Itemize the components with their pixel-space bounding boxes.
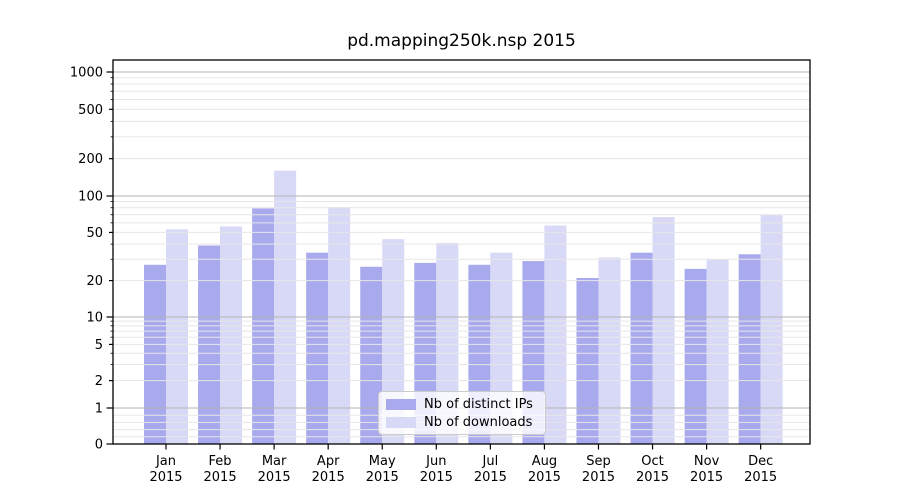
y-tick-label: 500 bbox=[78, 103, 103, 118]
bar-distinct-ips-nov bbox=[684, 268, 707, 444]
x-tick-label-year: 2015 bbox=[474, 470, 507, 485]
y-tick-label: 0 bbox=[95, 438, 103, 453]
chart-title: pd.mapping250k.nsp 2015 bbox=[347, 31, 576, 51]
x-tick-label-year: 2015 bbox=[528, 470, 561, 485]
bar-downloads-aug bbox=[544, 225, 567, 444]
bar-downloads-dec bbox=[760, 214, 783, 444]
x-tick-label-month: Apr bbox=[317, 454, 340, 469]
x-tick-label-month: Nov bbox=[694, 454, 720, 469]
y-tick-label: 100 bbox=[78, 190, 103, 205]
x-tick-label-month: Aug bbox=[532, 454, 557, 469]
bar-distinct-ips-sep bbox=[576, 278, 599, 444]
axes-layer: 01251020501002005001000Jan2015Feb2015Mar… bbox=[70, 59, 811, 485]
legend: Nb of distinct IPs Nb of downloads bbox=[378, 391, 546, 435]
y-tick-label: 50 bbox=[86, 226, 103, 241]
x-tick-label-year: 2015 bbox=[366, 470, 399, 485]
x-tick-label-month: Oct bbox=[641, 454, 663, 469]
x-tick-label-year: 2015 bbox=[420, 470, 453, 485]
bar-distinct-ips-jan bbox=[144, 264, 166, 444]
x-tick-label-year: 2015 bbox=[204, 470, 237, 485]
x-tick-label-month: Feb bbox=[209, 454, 232, 469]
x-tick-label-year: 2015 bbox=[690, 470, 723, 485]
x-tick-label-year: 2015 bbox=[744, 470, 777, 485]
downloads-swatch-icon bbox=[386, 416, 416, 428]
y-tick-label: 5 bbox=[95, 338, 103, 353]
bar-distinct-ips-may bbox=[360, 266, 383, 444]
x-tick-label-year: 2015 bbox=[149, 470, 182, 485]
x-tick-label-year: 2015 bbox=[312, 470, 345, 485]
legend-item-downloads: Nb of downloads bbox=[386, 415, 545, 430]
bar-distinct-ips-dec bbox=[738, 254, 761, 444]
y-tick-label: 1000 bbox=[70, 66, 103, 81]
x-tick-label-year: 2015 bbox=[582, 470, 615, 485]
plot-border bbox=[112, 59, 811, 445]
bar-downloads-oct bbox=[652, 217, 675, 444]
x-tick-label-year: 2015 bbox=[636, 470, 669, 485]
bar-downloads-mar bbox=[274, 170, 297, 444]
legend-item-distinct-ips: Nb of distinct IPs bbox=[386, 397, 545, 412]
bar-distinct-ips-apr bbox=[306, 252, 329, 444]
y-tick-label: 20 bbox=[86, 274, 103, 289]
legend-label: Nb of distinct IPs bbox=[424, 396, 533, 412]
x-tick-label-month: May bbox=[369, 454, 396, 469]
y-tick-label: 200 bbox=[78, 152, 103, 167]
bar-downloads-sep bbox=[598, 257, 621, 444]
y-tick-label: 2 bbox=[95, 374, 103, 389]
x-tick-label-month: Sep bbox=[586, 454, 611, 469]
x-tick-label-month: Jan bbox=[155, 454, 176, 469]
x-tick-label-month: Dec bbox=[748, 454, 773, 469]
x-tick-label-month: Jul bbox=[482, 454, 499, 469]
x-tick-label-month: Mar bbox=[262, 454, 287, 469]
bar-downloads-nov bbox=[706, 259, 729, 444]
y-tick-label: 1 bbox=[95, 402, 103, 417]
x-tick-label-year: 2015 bbox=[258, 470, 291, 485]
y-tick-label: 10 bbox=[86, 311, 103, 326]
legend-label: Nb of downloads bbox=[424, 414, 533, 430]
bar-downloads-jan bbox=[166, 229, 188, 444]
x-tick-label-month: Jun bbox=[425, 454, 446, 469]
bar-distinct-ips-oct bbox=[630, 252, 653, 444]
ips-swatch-icon bbox=[386, 398, 416, 410]
